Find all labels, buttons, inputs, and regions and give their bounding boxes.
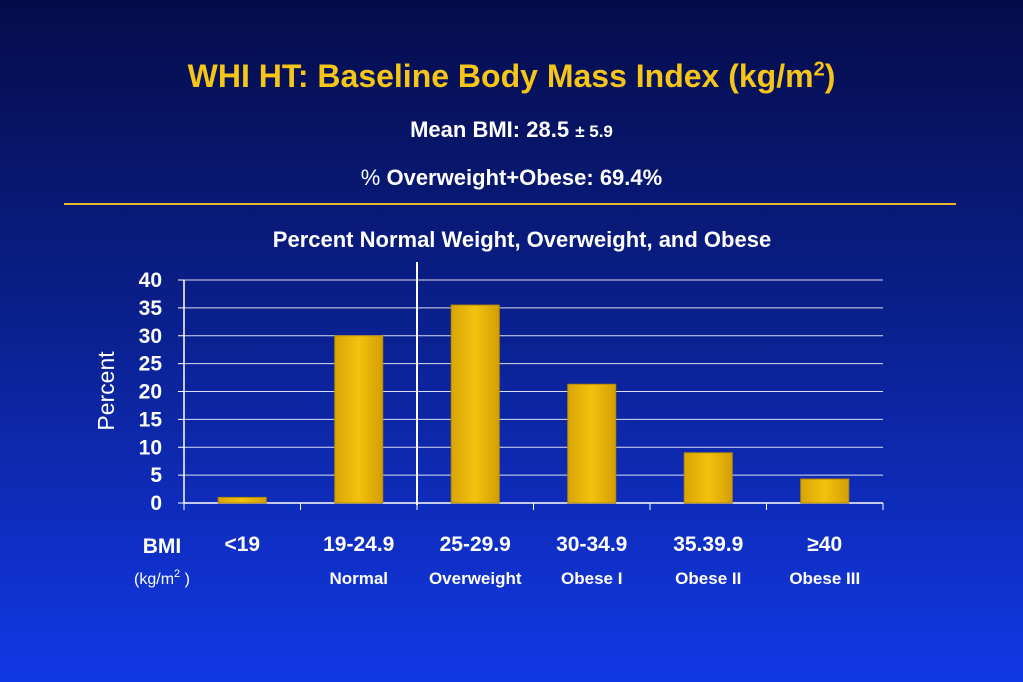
overweight-obese-line: % Overweight+Obese: 69.4% xyxy=(360,165,663,190)
x-axis-unit: (kg/m2 ) xyxy=(134,568,190,588)
x-sublabel: Obese II xyxy=(675,569,741,588)
bar-3 xyxy=(567,383,617,504)
y-axis-label: Percent xyxy=(93,351,119,431)
y-tick-label: 25 xyxy=(139,353,163,376)
x-axis-unit-close: ) xyxy=(180,571,190,588)
x-tick-label: <19 xyxy=(224,533,260,556)
y-tick-label: 0 xyxy=(150,492,162,515)
y-tick-label: 10 xyxy=(139,436,162,459)
bar-1 xyxy=(334,335,384,504)
y-tick-label: 5 xyxy=(150,464,162,487)
x-tick-label: ≥40 xyxy=(807,533,842,556)
y-tick-label: 40 xyxy=(139,269,162,292)
y-tick-label: 35 xyxy=(139,297,163,320)
x-tick-label: 35.39.9 xyxy=(673,533,743,556)
x-tick-label: 19-24.9 xyxy=(323,533,394,556)
x-axis-label: BMI xyxy=(143,535,182,558)
x-axis-unit-superscript: 2 xyxy=(174,568,180,580)
title-superscript: 2 xyxy=(813,58,825,81)
x-tick-label: 30-34.9 xyxy=(556,533,627,556)
chart-title: Percent Normal Weight, Overweight, and O… xyxy=(273,227,771,252)
y-tick-label: 30 xyxy=(139,325,162,348)
mean-bmi-label: Mean BMI xyxy=(410,117,513,142)
overweight-obese-label: Overweight+Obese: 69.4% xyxy=(386,165,663,190)
x-axis-unit-text: (kg/m xyxy=(134,571,174,588)
slide-title: WHI HT: Baseline Body Mass Index (kg/m2) xyxy=(187,58,836,94)
mean-bmi-line: Mean BMI: 28.5 ± 5.9 xyxy=(410,117,613,142)
x-sublabel: Obese I xyxy=(561,569,622,588)
bar-4 xyxy=(683,452,733,504)
bar-0 xyxy=(217,496,267,504)
mean-bmi-sd: ± 5.9 xyxy=(575,122,613,141)
x-sublabel: Obese III xyxy=(789,569,860,588)
mean-bmi-value: 28.5 xyxy=(526,117,570,142)
y-tick-label: 15 xyxy=(139,408,163,431)
bar-5 xyxy=(800,478,850,504)
x-sublabel: Normal xyxy=(329,569,388,588)
x-sublabel: Overweight xyxy=(429,569,522,588)
header-divider xyxy=(64,203,956,205)
bar-2 xyxy=(450,304,500,504)
y-tick-label: 20 xyxy=(139,381,162,404)
x-tick-label: 25-29.9 xyxy=(440,533,511,556)
